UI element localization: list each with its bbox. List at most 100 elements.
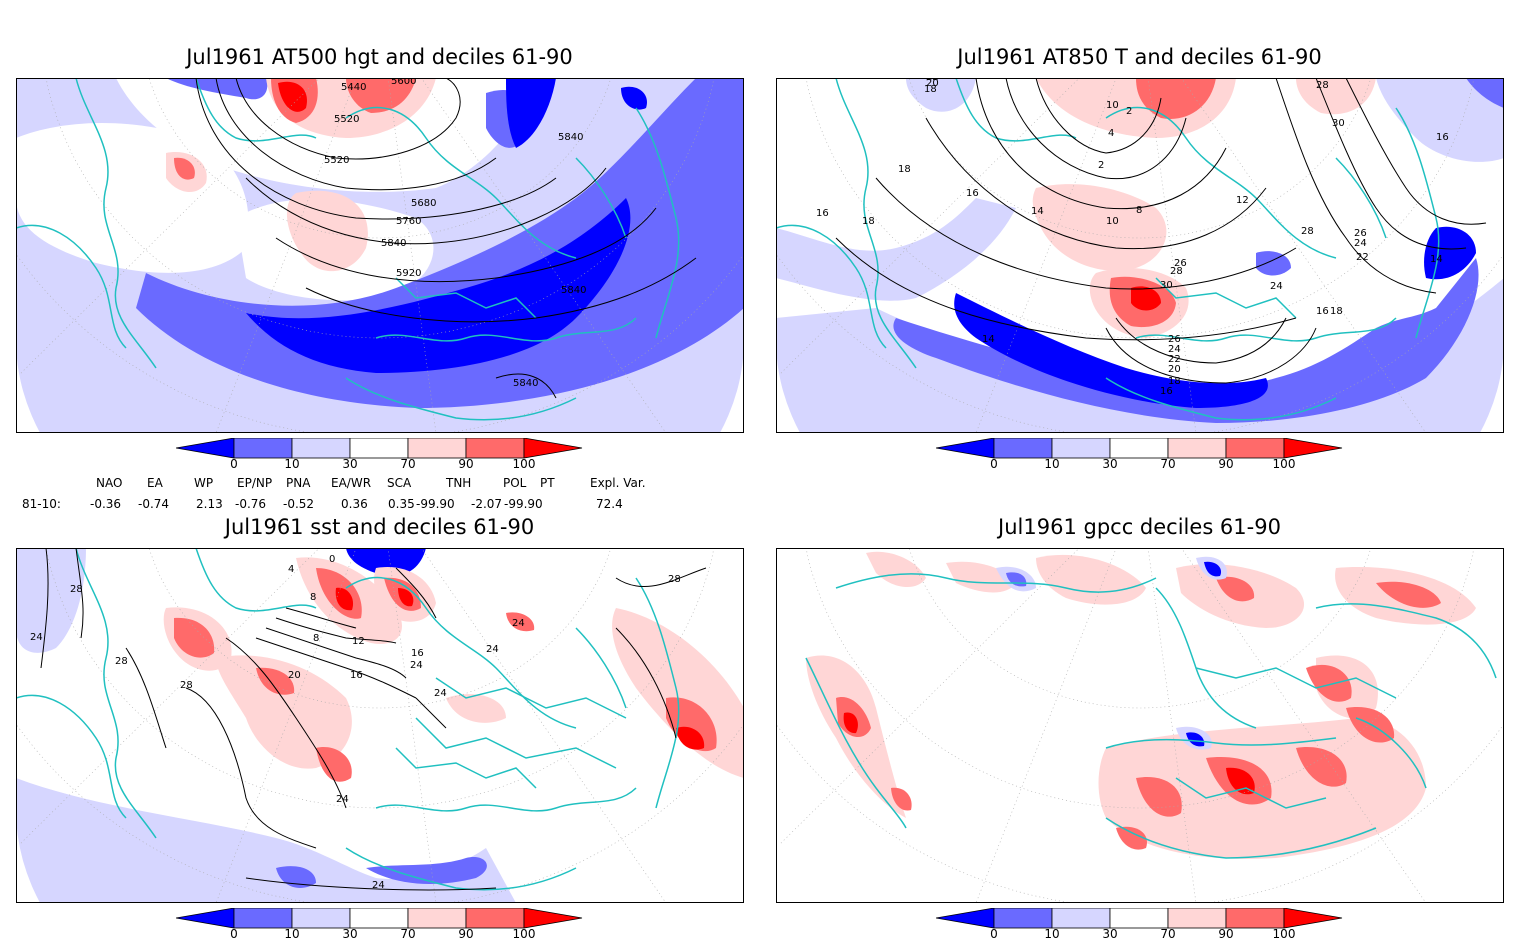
t850-mid-blue-patch <box>1256 251 1291 276</box>
z500-contour-labels: 5440 5600 5520 5520 5840 5680 5760 5840 … <box>324 78 586 389</box>
t850-contour-label: 26 <box>1168 334 1181 345</box>
sst-contour-label: 24 <box>410 660 423 671</box>
sst-contour-label: 24 <box>512 618 525 629</box>
sst-colorbar: 0 10 30 70 90 100 <box>176 908 583 940</box>
colorbar-tick: 30 <box>1102 927 1117 940</box>
sst-extreme-high-north <box>335 587 354 611</box>
t850-contour-label: 24 <box>1168 344 1181 355</box>
t850-mid-blue-east <box>1466 78 1504 108</box>
z500-contour-label: 5760 <box>396 216 421 227</box>
sst-below-normal-south <box>16 778 516 903</box>
sst-contour-label: 28 <box>70 584 83 595</box>
t850-contour-label: 28 <box>1301 226 1314 237</box>
index-header: POL <box>503 476 527 490</box>
gpcc-title: Jul1961 gpcc deciles 61-90 <box>998 515 1281 539</box>
t850-below-normal-east <box>1376 78 1504 162</box>
gpcc-frame <box>776 548 1504 903</box>
sst-contour-label: 4 <box>288 564 294 575</box>
index-header: PNA <box>286 476 311 490</box>
colorbar-tick: 0 <box>990 457 998 470</box>
t850-contour-label: 16 <box>1160 386 1173 397</box>
sst-high-decile-patch <box>506 612 535 632</box>
t850-contours <box>835 78 1487 384</box>
colorbar-tick: 100 <box>513 457 536 470</box>
sst-contour-label: 20 <box>288 670 301 681</box>
colorbar-tick: 0 <box>990 927 998 940</box>
gpcc-high-decile-asia <box>1376 581 1441 608</box>
t850-mid-blue-belt <box>893 258 1479 423</box>
index-header: PT <box>540 476 555 490</box>
sst-contour-label: 24 <box>372 880 385 891</box>
t850-below-normal-west <box>776 198 1016 301</box>
sst-strong-negative-north <box>346 548 426 577</box>
gpcc-above-normal-canada <box>1036 554 1146 605</box>
gpcc-mid-blue-africa <box>1186 732 1205 747</box>
sst-extreme-high-ne <box>398 588 414 607</box>
sst-frame <box>16 548 744 903</box>
gpcc-colorbar: 0 10 30 70 90 100 <box>936 908 1343 940</box>
z500-contour-label: 5600 <box>391 78 416 87</box>
sst-map: 28 24 28 28 20 16 12 8 24 24 24 24 28 24… <box>16 548 744 903</box>
colorbar-tick: 70 <box>400 927 415 940</box>
t850-contour-labels: 18 20 22 28 10 2 4 2 30 16 18 16 16 18 1… <box>816 78 1449 397</box>
gpcc-high-decile-africa-s <box>1116 826 1147 850</box>
t850-title: Jul1961 AT850 T and deciles 61-90 <box>957 45 1322 69</box>
colorbar-tick: 10 <box>1044 927 1059 940</box>
index-value: -0.76 <box>235 497 267 511</box>
t850-contour-label: 14 <box>982 334 995 345</box>
gpcc-high-decile-ne-asia <box>1306 664 1352 702</box>
t850-contour-label: 10 <box>1106 100 1119 111</box>
t850-contour-label: 26 <box>1354 228 1367 239</box>
gpcc-extreme-high-na <box>843 712 858 734</box>
z500-frame <box>16 78 744 433</box>
t850-contour-label: 16 <box>966 188 979 199</box>
z500-title: Jul1961 AT500 hgt and deciles 61-90 <box>186 45 573 69</box>
colorbar-tick: 90 <box>1218 457 1233 470</box>
z500-contour-label: 5440 <box>341 82 366 93</box>
z500-map: 5440 5600 5520 5520 5840 5680 5760 5840 … <box>16 78 744 433</box>
sst-contour-label: 28 <box>180 680 193 691</box>
z500-contour-label: 5680 <box>411 198 436 209</box>
t850-contour-label: 20 <box>1168 364 1181 375</box>
gpcc-high-decile-europe <box>1216 576 1255 602</box>
colorbar-tick: 100 <box>513 927 536 940</box>
t850-contour-label: 14 <box>1430 254 1443 265</box>
sst-contours <box>40 548 707 891</box>
t850-extreme-high-core <box>1131 286 1161 311</box>
t850-contour-label: 16 <box>1436 132 1449 143</box>
t850-contour-label: 18 <box>1330 306 1343 317</box>
colorbar-tick: 90 <box>458 457 473 470</box>
sst-coastlines <box>16 548 680 891</box>
z500-coastlines <box>16 78 680 421</box>
colorbar-tick: 70 <box>1160 457 1175 470</box>
sst-contour-label: 24 <box>30 632 43 643</box>
index-value: 0.35 <box>388 497 415 511</box>
sst-mid-blue-coast <box>366 857 487 884</box>
colorbar-tick: 10 <box>284 457 299 470</box>
z500-strong-negative-east <box>621 86 647 110</box>
t850-contour-label: 12 <box>1236 195 1249 206</box>
z500-contour-label: 5840 <box>513 378 538 389</box>
gpcc-high-decile-south <box>891 787 912 811</box>
t850-contour-label: 18 <box>862 216 875 227</box>
index-header: SCA <box>387 476 412 490</box>
gpcc-mid-blue-europe <box>1204 561 1222 577</box>
z500-high-decile-ne <box>346 78 416 113</box>
t850-strong-negative-belt <box>954 293 1268 408</box>
z500-contour-label: 5840 <box>558 132 583 143</box>
index-value: -99.90 <box>416 497 455 511</box>
colorbar-tick: 30 <box>342 927 357 940</box>
colorbar-tick: 70 <box>1160 927 1175 940</box>
colorbar-tick: 0 <box>230 457 238 470</box>
t850-contour-label: 18 <box>1168 376 1181 387</box>
z500-contour-label: 5840 <box>561 285 586 296</box>
t850-contour-label: 18 <box>898 164 911 175</box>
colorbar-tick: 0 <box>230 927 238 940</box>
colorbar-tick: 100 <box>1273 927 1296 940</box>
t850-contour-label: 8 <box>1136 205 1142 216</box>
sst-contour-label: 12 <box>352 636 365 647</box>
t850-contour-label: 10 <box>1106 216 1119 227</box>
t850-strong-negative-east <box>1424 226 1476 280</box>
z500-strong-negative-core <box>246 198 631 373</box>
gpcc-above-normal-north <box>866 551 926 588</box>
